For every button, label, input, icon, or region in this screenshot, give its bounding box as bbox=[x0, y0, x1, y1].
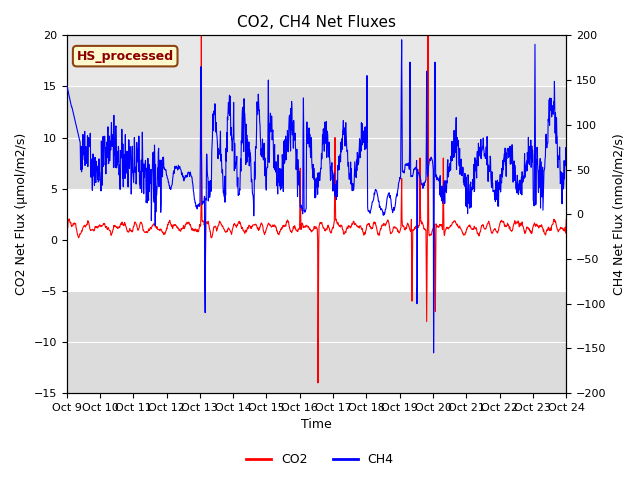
Title: CO2, CH4 Net Fluxes: CO2, CH4 Net Fluxes bbox=[237, 15, 396, 30]
Y-axis label: CO2 Net Flux (μmol/m2/s): CO2 Net Flux (μmol/m2/s) bbox=[15, 133, 28, 295]
Text: HS_processed: HS_processed bbox=[77, 49, 174, 63]
X-axis label: Time: Time bbox=[301, 419, 332, 432]
Bar bbox=[67, 291, 566, 393]
Bar bbox=[67, 189, 566, 291]
Y-axis label: CH4 Net Flux (nmol/m2/s): CH4 Net Flux (nmol/m2/s) bbox=[612, 133, 625, 295]
Legend: CO2, CH4: CO2, CH4 bbox=[241, 448, 399, 471]
Bar bbox=[67, 86, 566, 189]
